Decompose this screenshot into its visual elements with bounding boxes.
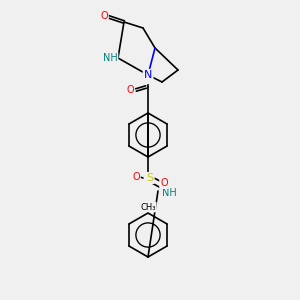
Text: CH₃: CH₃: [140, 202, 156, 211]
Text: NH: NH: [162, 188, 177, 198]
Text: NH: NH: [103, 53, 117, 63]
Text: S: S: [146, 173, 154, 183]
Text: O: O: [100, 11, 108, 21]
Text: O: O: [126, 85, 134, 95]
Text: N: N: [144, 70, 152, 80]
Text: O: O: [160, 178, 168, 188]
Text: O: O: [132, 172, 140, 182]
Text: N: N: [144, 73, 152, 83]
